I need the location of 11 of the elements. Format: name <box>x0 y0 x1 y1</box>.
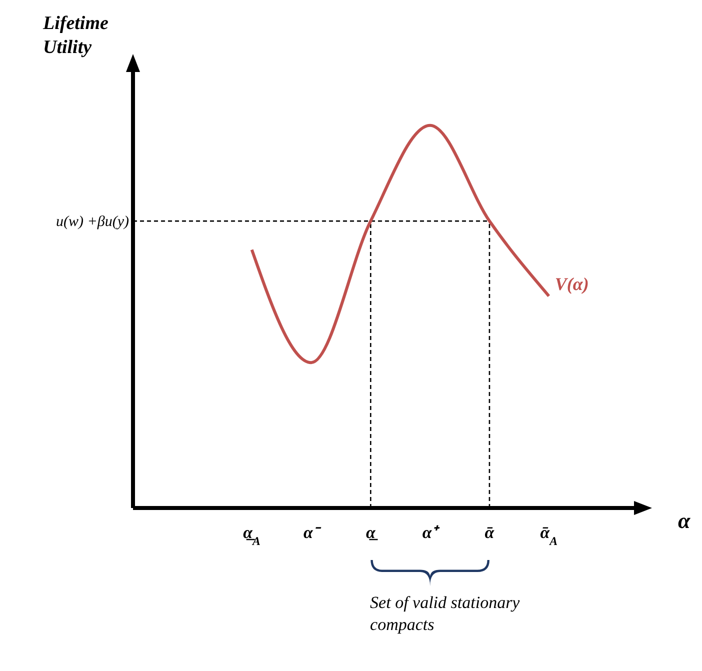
text: Lifetime Utility <box>43 12 110 60</box>
text: Set of valid stationary compacts <box>370 592 521 636</box>
x-tick-label: α̲ <box>366 523 378 542</box>
x-axis-title: α <box>678 508 691 533</box>
x-tick-label: α⁺ <box>422 523 441 542</box>
x-tick-label: ᾱ$_{A}$ <box>540 523 558 548</box>
x-tick-label: α⁻ <box>304 523 322 542</box>
x-tick-label: ᾱ <box>484 523 495 542</box>
ref-line-label: u(w) +βu(y) <box>56 214 129 230</box>
series-label: V(α) <box>554 274 589 294</box>
x-tick-label: α̲$_{A}$ <box>243 523 261 548</box>
